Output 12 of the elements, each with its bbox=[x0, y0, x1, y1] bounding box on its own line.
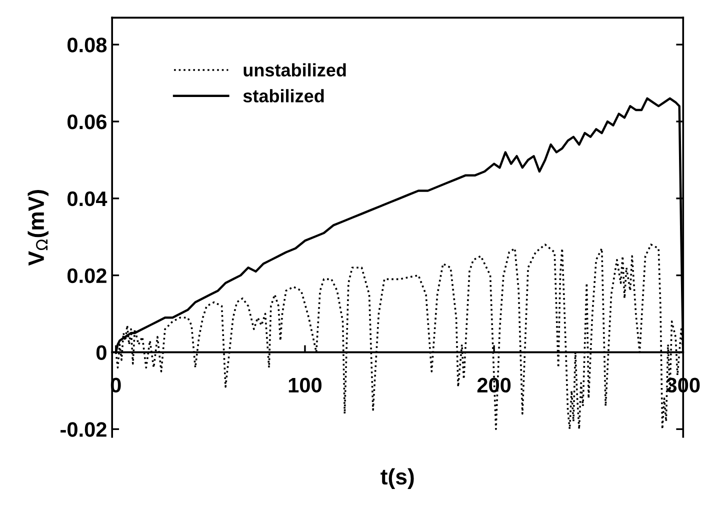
y-tick-label: -0.02 bbox=[60, 422, 106, 437]
y-tick-label: 0.06 bbox=[68, 114, 106, 130]
legend-label: stabilized bbox=[243, 89, 324, 102]
x-axis-title: t(s) bbox=[380, 468, 414, 489]
y-axis-title: V$_{Ω}$(mV) bbox=[28, 190, 48, 266]
y-tick-label: 0.02 bbox=[68, 268, 106, 284]
legend-label: unstabilized bbox=[244, 63, 346, 77]
y-tick-label: 0.04 bbox=[68, 191, 108, 206]
y-tick-label: 0.08 bbox=[68, 38, 107, 52]
y-tick-label: 0 bbox=[96, 345, 106, 360]
x-tick-label: 100 bbox=[288, 378, 322, 393]
x-tick-label: 200 bbox=[477, 378, 511, 393]
